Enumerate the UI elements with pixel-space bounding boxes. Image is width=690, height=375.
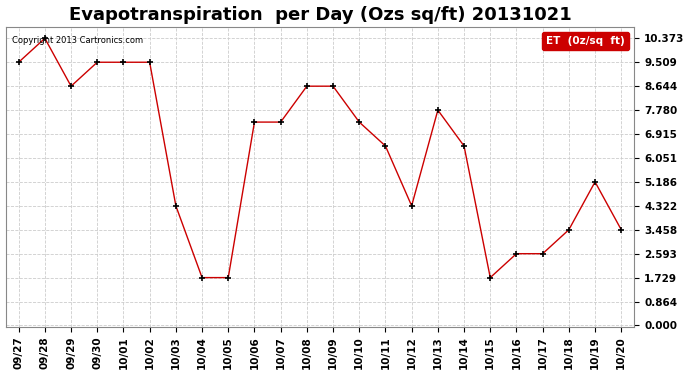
Text: Copyright 2013 Cartronics.com: Copyright 2013 Cartronics.com xyxy=(12,36,143,45)
Title: Evapotranspiration  per Day (Ozs sq/ft) 20131021: Evapotranspiration per Day (Ozs sq/ft) 2… xyxy=(68,6,571,24)
Legend: ET  (0z/sq  ft): ET (0z/sq ft) xyxy=(542,32,629,50)
